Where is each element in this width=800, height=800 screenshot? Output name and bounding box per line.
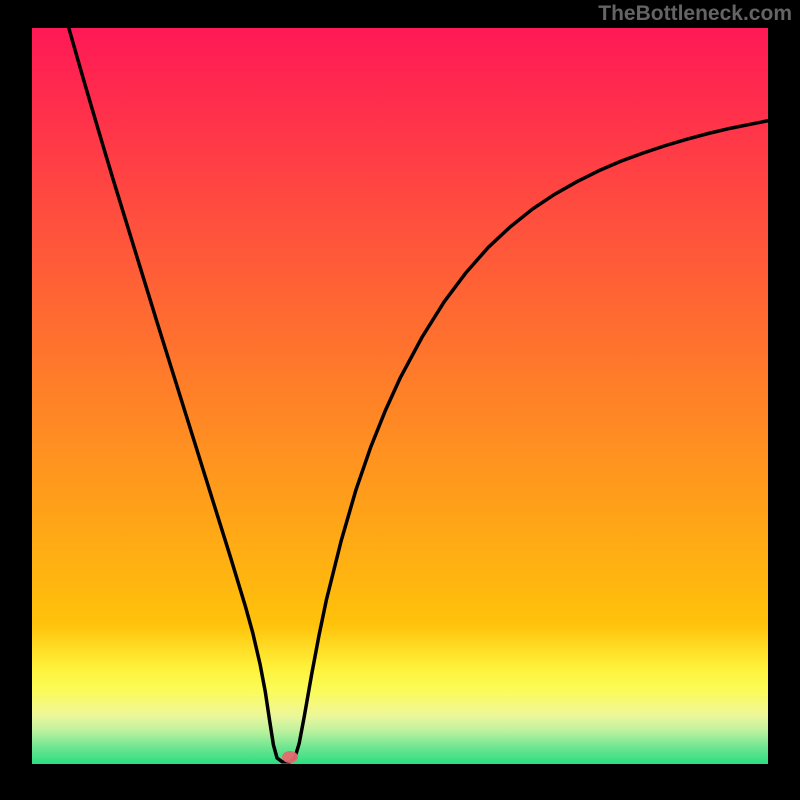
plot-area: [32, 28, 768, 764]
minimum-marker: [282, 751, 298, 763]
curve-svg: [32, 28, 768, 764]
chart-container: TheBottleneck.com: [0, 0, 800, 800]
bottleneck-curve: [69, 28, 768, 762]
watermark-text: TheBottleneck.com: [598, 2, 792, 26]
